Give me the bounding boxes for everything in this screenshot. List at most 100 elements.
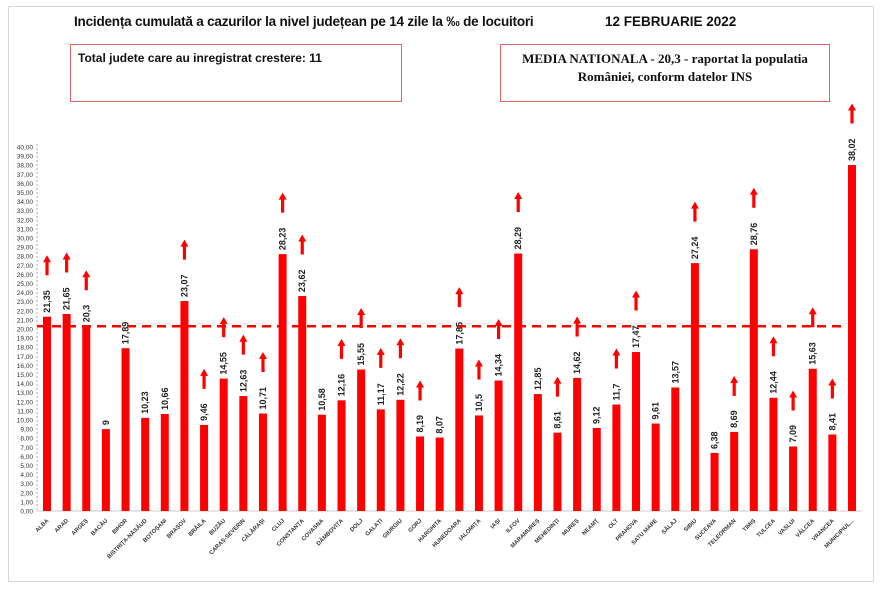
bar [769, 397, 778, 511]
x-tick-label: ILFOV [505, 518, 521, 534]
trend-up-arrow-icon [494, 319, 503, 340]
x-tick-label: TULCEA [756, 518, 777, 539]
bar [808, 368, 817, 511]
national-average-line2: României, conform datelor INS [577, 69, 753, 84]
bar [101, 429, 110, 511]
bar [396, 399, 405, 511]
chart-frame [8, 6, 874, 582]
y-tick-label: 21,00 [17, 317, 34, 324]
data-label: 8,61 [552, 411, 562, 429]
trend-up-arrow-icon [690, 201, 699, 222]
bar [730, 431, 739, 511]
bar [239, 396, 248, 511]
data-label: 11,7 [611, 383, 621, 400]
trend-up-arrow-icon [200, 368, 209, 389]
data-label: 10,23 [140, 391, 150, 414]
bar [514, 253, 523, 511]
trend-up-arrow-icon [258, 352, 267, 373]
data-label: 23,07 [179, 275, 189, 298]
data-label: 27,24 [690, 237, 700, 260]
bar [533, 394, 542, 511]
y-tick-label: 39,00 [17, 154, 34, 161]
data-label: 17,47 [631, 325, 641, 348]
y-tick-label: 13,00 [17, 390, 34, 397]
y-tick-label: 28,00 [17, 254, 34, 261]
y-tick-label: 29,00 [17, 245, 34, 252]
data-label: 12,22 [395, 373, 405, 396]
bar [710, 452, 719, 511]
bar [160, 413, 169, 511]
trend-up-arrow-icon [848, 103, 856, 124]
data-label: 21,65 [62, 287, 72, 310]
trend-up-arrow-icon [239, 334, 248, 355]
y-tick-label: 19,00 [17, 336, 34, 343]
x-tick-label: ALBA [35, 518, 51, 534]
bar [455, 348, 464, 511]
x-tick-label: VASLUI [778, 518, 797, 537]
data-label: 12,63 [238, 370, 248, 393]
data-label: 8,41 [827, 413, 837, 431]
x-tick-label: IALOMIȚA [458, 518, 483, 543]
trend-up-arrow-icon [43, 255, 51, 276]
y-tick-label: 27,00 [17, 263, 34, 270]
y-tick-label: 33,00 [17, 208, 34, 215]
y-tick-label: 1,00 [20, 499, 33, 506]
bar [789, 446, 798, 511]
bar [357, 369, 366, 511]
trend-up-arrow-icon [749, 187, 758, 208]
x-tick-label: CARAȘ-SEVERIN [209, 518, 247, 556]
x-tick-label: TIMIȘ [742, 518, 757, 533]
data-label: 28,29 [513, 227, 523, 250]
y-tick-label: 16,00 [17, 363, 34, 370]
bar [121, 348, 130, 511]
x-tick-label: NEAMȚ [581, 518, 600, 537]
data-label: 9,46 [199, 403, 209, 421]
chart-date: 12 FEBRUARIE 2022 [605, 14, 737, 29]
x-tick-label: BUZĂU [208, 517, 227, 536]
y-tick-label: 0,00 [20, 509, 33, 516]
y-tick-label: 15,00 [17, 372, 34, 379]
x-tick-label: GALAȚI [365, 518, 385, 538]
data-label: 10,58 [317, 388, 327, 411]
y-tick-label: 11,00 [17, 408, 33, 415]
data-label: 14,34 [494, 354, 504, 377]
trend-up-arrow-icon [82, 270, 91, 291]
trend-up-arrow-icon [337, 338, 346, 359]
trend-up-arrow-icon [730, 375, 739, 396]
data-label: 17,85 [454, 322, 464, 345]
data-label: 8,69 [729, 410, 739, 428]
data-label: 17,89 [121, 322, 131, 345]
y-tick-label: 14,00 [17, 381, 34, 388]
trend-up-arrow-icon [769, 336, 778, 357]
y-tick-label: 24,00 [17, 290, 34, 297]
data-label: 12,85 [533, 368, 543, 391]
bar [141, 417, 150, 511]
bar [298, 296, 307, 511]
x-tick-label: GORJ [408, 518, 424, 534]
national-average-line1: MEDIA NATIONALA - 20,3 - raportat la pop… [522, 51, 808, 66]
trend-up-arrow-icon [808, 307, 817, 328]
trend-up-arrow-icon [62, 252, 71, 273]
bar [43, 316, 51, 511]
y-tick-label: 6,00 [20, 454, 33, 461]
trend-up-arrow-icon [180, 239, 189, 260]
data-label: 10,71 [258, 387, 268, 410]
y-tick-label: 20,00 [17, 327, 34, 334]
y-tick-label: 25,00 [17, 281, 34, 288]
bar [494, 380, 503, 511]
bar [416, 436, 425, 511]
trend-up-arrow-icon [789, 390, 798, 411]
national-average-box: MEDIA NATIONALA - 20,3 - raportat la pop… [500, 44, 830, 102]
y-tick-label: 23,00 [17, 299, 34, 306]
x-tick-label: SIBIU [683, 518, 698, 533]
y-tick-label: 3,00 [20, 481, 33, 488]
trend-up-arrow-icon [553, 376, 562, 397]
y-tick-label: 31,00 [17, 226, 34, 233]
y-tick-label: 32,00 [17, 217, 34, 224]
y-tick-label: 8,00 [20, 436, 33, 443]
trend-up-arrow-icon [376, 347, 385, 368]
trend-up-arrow-icon [612, 348, 621, 369]
y-tick-label: 18,00 [17, 345, 34, 352]
x-tick-label: DOLJ [349, 518, 364, 533]
